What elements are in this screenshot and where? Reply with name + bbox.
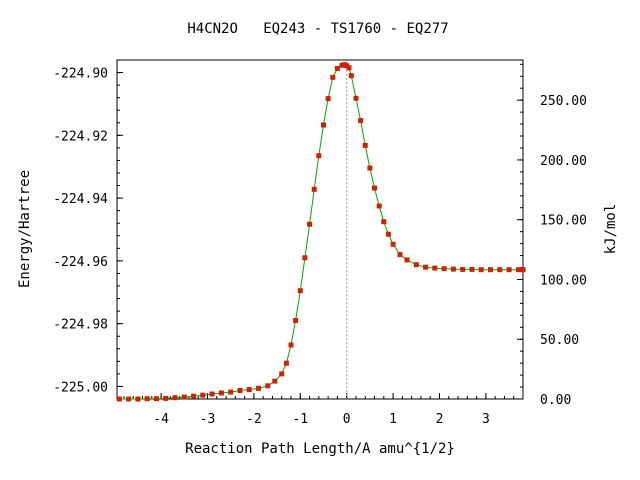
- data-point: [432, 265, 438, 271]
- data-point: [330, 74, 336, 80]
- x-tick-label: 2: [436, 412, 444, 427]
- data-point: [390, 241, 396, 247]
- y-axis-label-right: kJ/mol: [603, 204, 619, 255]
- data-point: [116, 396, 122, 402]
- data-point: [346, 65, 352, 71]
- data-point: [126, 396, 132, 402]
- data-point: [325, 96, 331, 102]
- data-point: [469, 266, 475, 272]
- data-point: [404, 257, 410, 263]
- data-point: [321, 122, 326, 128]
- y-tick-label-left: -224.92: [53, 129, 108, 144]
- data-point: [334, 66, 340, 71]
- data-point: [307, 221, 313, 227]
- data-point: [246, 387, 252, 393]
- data-point: [237, 388, 243, 393]
- data-point: [397, 252, 403, 258]
- data-point: [348, 73, 354, 79]
- data-point: [135, 396, 141, 402]
- data-point: [460, 266, 466, 272]
- y-tick-label-right: 0.00: [540, 393, 571, 408]
- x-tick-label: 3: [482, 412, 490, 427]
- data-point: [441, 266, 447, 272]
- data-point: [385, 231, 391, 237]
- data-point: [372, 185, 377, 191]
- data-point: [497, 267, 503, 273]
- data-point: [450, 266, 456, 272]
- x-tick-label: 0: [343, 412, 351, 427]
- x-tick-label: -1: [292, 412, 308, 427]
- data-point: [181, 394, 187, 400]
- data-point: [200, 392, 206, 398]
- data-point: [283, 360, 289, 366]
- data-point: [218, 390, 224, 396]
- data-point: [288, 342, 294, 348]
- energy-profile-line: [119, 64, 523, 400]
- data-point: [353, 95, 359, 101]
- data-point: [358, 118, 364, 124]
- data-point: [265, 383, 271, 389]
- data-point: [376, 203, 382, 209]
- x-axis-label: Reaction Path Length/A amu^{1/2}: [185, 441, 455, 457]
- data-point: [520, 267, 526, 273]
- y-tick-label-right: 250.00: [540, 94, 587, 109]
- y-axis-label-left: Energy/Hartree: [17, 170, 33, 288]
- x-tick-label: -2: [246, 412, 262, 427]
- data-point: [488, 267, 493, 273]
- data-point: [191, 393, 197, 399]
- data-point: [144, 396, 150, 402]
- data-point: [506, 267, 512, 273]
- y-tick-label-left: -224.94: [53, 192, 108, 207]
- chart-title: H4CN2O EQ243 - TS1760 - EQ277: [187, 21, 448, 37]
- y-tick-label-left: -224.90: [53, 67, 108, 82]
- data-point: [153, 396, 159, 402]
- x-tick-label: -4: [153, 412, 169, 427]
- x-tick-label: -3: [200, 412, 216, 427]
- data-point: [413, 262, 419, 268]
- y-tick-label-left: -225.00: [53, 380, 108, 395]
- data-point: [228, 389, 234, 395]
- y-tick-label-left: -224.96: [53, 255, 108, 270]
- data-point: [279, 371, 285, 377]
- y-tick-label-left: -224.98: [53, 318, 108, 333]
- y-tick-label-right: 150.00: [540, 214, 587, 229]
- data-point: [302, 255, 308, 261]
- data-point: [272, 378, 278, 384]
- y-tick-label-right: 50.00: [540, 333, 579, 348]
- data-point: [316, 153, 322, 159]
- y-tick-label-right: 200.00: [540, 154, 587, 169]
- data-point: [478, 267, 484, 273]
- data-point: [163, 395, 169, 401]
- data-point: [209, 391, 215, 397]
- data-point: [311, 186, 317, 192]
- data-point: [367, 165, 373, 171]
- plot-frame: [116, 59, 524, 400]
- y-tick-label-right: 100.00: [540, 273, 587, 288]
- data-point: [297, 288, 303, 294]
- data-point: [515, 267, 521, 273]
- x-tick-label: 1: [389, 412, 397, 427]
- data-point: [293, 318, 299, 323]
- data-point: [423, 264, 429, 270]
- data-point: [256, 385, 261, 391]
- data-point: [172, 395, 178, 401]
- data-point: [362, 142, 368, 148]
- data-point: [381, 219, 387, 225]
